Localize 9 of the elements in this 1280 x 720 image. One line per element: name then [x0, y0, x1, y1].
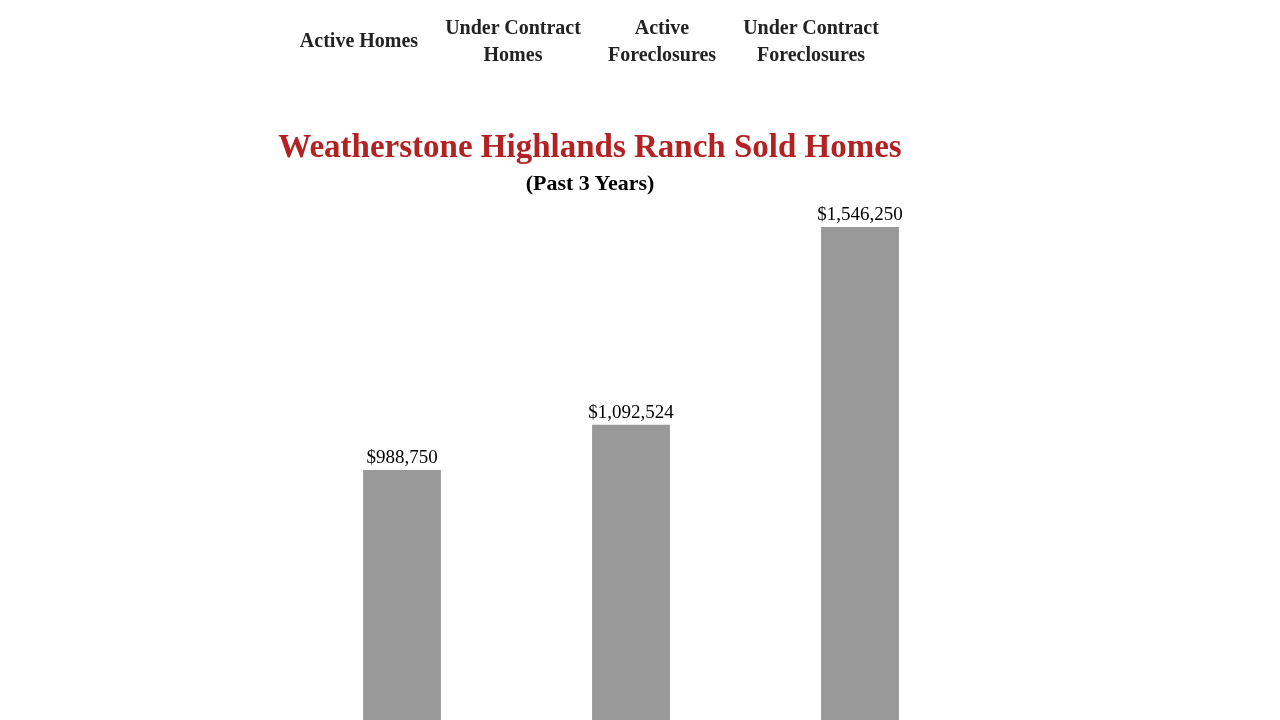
data-label: $988,750: [366, 446, 438, 468]
text: Under Contract Homes: [445, 15, 582, 65]
chart-subtitle: (Past 3 Years): [525, 170, 655, 195]
chart-title: Weatherstone Highlands Ranch Sold Homes: [278, 128, 902, 164]
text: Active Foreclosures: [607, 15, 717, 65]
text: Active Homes: [299, 29, 419, 51]
data-label: $1,092,524: [588, 400, 675, 422]
text: Under Contract Foreclosures: [743, 15, 880, 65]
data-label: $1,546,250: [817, 203, 903, 224]
